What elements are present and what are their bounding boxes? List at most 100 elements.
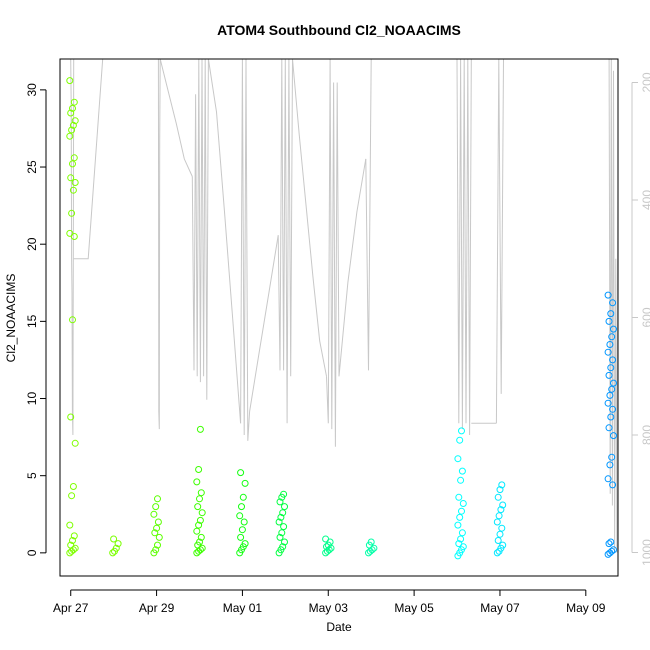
data-point (454, 455, 462, 463)
data-point (238, 526, 246, 534)
right-axis: 200 400 600 800 1000 (631, 72, 650, 566)
data-point (196, 495, 203, 503)
data-point (280, 523, 288, 531)
cl2-points-series (66, 77, 617, 560)
x-tick-label: May 09 (566, 601, 606, 615)
data-point (604, 399, 612, 407)
y-tick-label: 0 (25, 549, 39, 556)
data-point (280, 490, 288, 498)
right-tick-label: 200 (640, 72, 650, 92)
pressure-trace-segment-8 (249, 235, 279, 412)
data-point (69, 104, 76, 112)
data-point (606, 461, 614, 469)
data-point (607, 310, 615, 318)
chart-title: ATOM4 Southbound Cl2_NOAACIMS (217, 22, 461, 38)
x-tick-label: Apr 29 (139, 601, 175, 615)
data-point (458, 427, 465, 435)
data-point (609, 356, 617, 364)
pressure-trace-segment-3 (157, 58, 161, 430)
data-point (457, 476, 465, 484)
data-point (151, 529, 159, 537)
y-axis: 0 5 10 15 20 25 30 (25, 83, 47, 556)
data-point (237, 469, 245, 477)
data-point (610, 379, 617, 387)
pressure-trace-segment-0 (70, 58, 75, 436)
pressure-trace-segment-7 (240, 58, 251, 441)
data-point (238, 503, 245, 511)
data-point (69, 537, 76, 544)
data-point (239, 493, 247, 501)
data-point (69, 160, 76, 168)
pressure-trace-segment-19 (608, 58, 619, 553)
data-point (276, 498, 284, 506)
data-point (606, 391, 614, 399)
data-point (323, 543, 330, 551)
y-tick-label: 5 (25, 472, 39, 479)
data-point (493, 518, 501, 526)
pressure-trace-segment-6 (207, 58, 242, 424)
data-point (607, 538, 615, 546)
data-point (494, 537, 502, 544)
data-point (197, 533, 205, 541)
data-point (605, 317, 613, 325)
data-point (193, 478, 201, 486)
data-point (497, 506, 505, 514)
data-point (195, 466, 203, 473)
data-point (459, 500, 467, 507)
data-point (455, 540, 463, 548)
data-point (112, 544, 120, 552)
data-point (494, 493, 502, 501)
data-point (279, 509, 287, 517)
data-point (609, 405, 617, 413)
data-point (322, 535, 330, 543)
data-point (458, 507, 465, 515)
data-point (196, 425, 204, 433)
data-point (608, 333, 616, 341)
data-point (69, 186, 77, 194)
data-point (275, 518, 283, 526)
y-tick-label: 10 (25, 392, 39, 406)
pressure-trace-segment-10 (292, 58, 327, 377)
data-point (69, 121, 77, 129)
data-point (241, 540, 249, 548)
data-point (609, 299, 617, 307)
data-point (608, 547, 616, 555)
data-point (455, 493, 463, 501)
data-point (281, 503, 288, 511)
data-point (458, 467, 466, 475)
data-point (69, 483, 77, 490)
data-point (68, 126, 76, 134)
data-point (71, 439, 79, 447)
data-point (114, 540, 122, 548)
data-point (496, 486, 504, 494)
data-point (153, 524, 161, 532)
data-point (195, 521, 203, 529)
data-point (152, 546, 160, 554)
data-point (610, 325, 617, 333)
data-point (454, 521, 462, 529)
data-point (66, 77, 74, 85)
data-point (154, 541, 161, 549)
data-point (67, 413, 75, 421)
data-point (155, 533, 163, 541)
data-point (495, 512, 503, 520)
data-point (67, 174, 75, 182)
data-point (605, 424, 613, 432)
data-point (606, 341, 614, 348)
data-point (66, 521, 74, 529)
data-point (67, 541, 75, 549)
data-point (196, 516, 204, 524)
data-point (154, 495, 161, 503)
data-point (279, 543, 287, 551)
pressure-trace-segment-4 (159, 58, 193, 177)
data-point (458, 529, 466, 537)
data-point (499, 501, 507, 509)
data-point (69, 316, 76, 324)
data-point (604, 475, 612, 483)
data-point (70, 98, 78, 106)
data-point (241, 479, 249, 487)
data-point (237, 533, 245, 541)
data-point (456, 513, 464, 521)
data-point (605, 371, 613, 379)
